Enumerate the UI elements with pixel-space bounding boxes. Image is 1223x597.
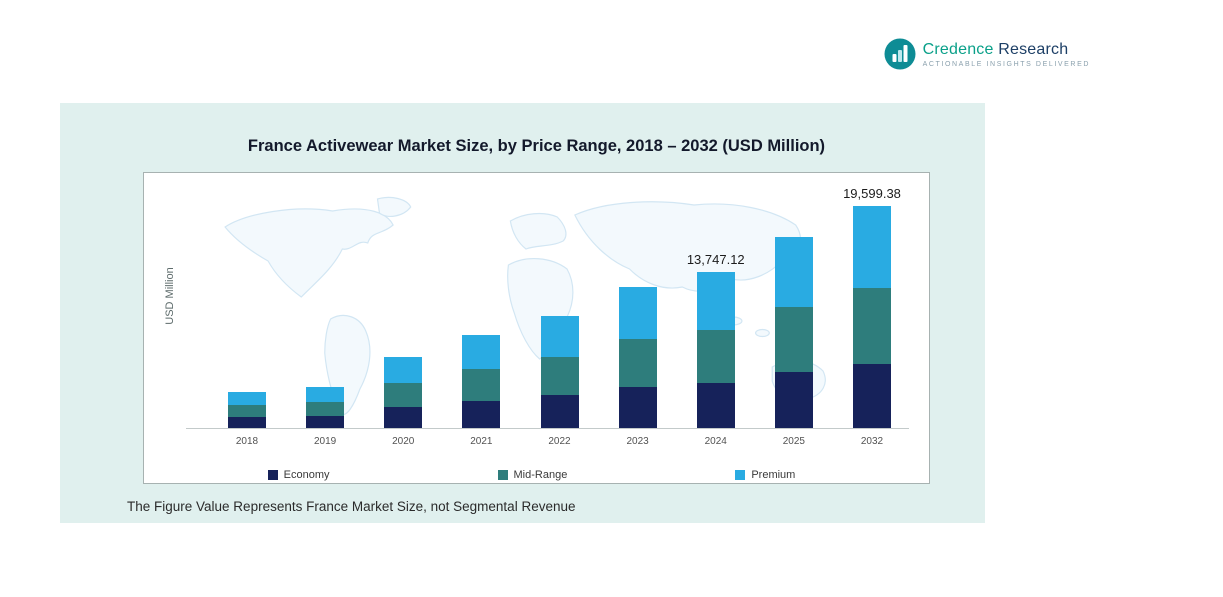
segment-premium-2018 bbox=[228, 391, 266, 406]
bar-stack-2024 bbox=[696, 272, 735, 428]
x-tick-2020: 2020 bbox=[392, 436, 415, 447]
segment-mid-range-2021 bbox=[462, 369, 501, 402]
credence-research-logo: Credence Research Actionable Insights De… bbox=[884, 38, 1090, 70]
segment-economy-2019 bbox=[306, 416, 345, 428]
bar-2018: 2018 bbox=[228, 391, 266, 447]
segment-mid-range-2032 bbox=[853, 288, 891, 364]
chart-title: France Activewear Market Size, by Price … bbox=[247, 137, 826, 155]
logo-tagline: Actionable Insights Delivered bbox=[922, 60, 1090, 68]
bar-value-label-2024: 13,747.12 bbox=[686, 252, 745, 268]
segment-economy-2024 bbox=[696, 382, 735, 428]
x-tick-2023: 2023 bbox=[626, 436, 649, 447]
bar-stack-2025 bbox=[774, 236, 813, 428]
segment-mid-range-2024 bbox=[696, 329, 735, 383]
segment-premium-2022 bbox=[540, 315, 579, 358]
segment-economy-2020 bbox=[384, 407, 423, 428]
legend-item-mid-range: Mid-Range bbox=[497, 469, 568, 481]
segment-mid-range-2020 bbox=[384, 383, 423, 408]
segment-premium-2019 bbox=[306, 387, 345, 403]
segment-mid-range-2025 bbox=[774, 307, 813, 373]
bar-stack-2021 bbox=[462, 335, 501, 428]
legend-swatch-mid-range bbox=[497, 470, 508, 480]
segment-premium-2020 bbox=[384, 356, 423, 384]
x-tick-2019: 2019 bbox=[314, 436, 337, 447]
x-tick-2024: 2024 bbox=[704, 436, 727, 447]
legend-item-economy: Economy bbox=[267, 469, 330, 481]
legend-label-premium: Premium bbox=[751, 469, 796, 481]
x-tick-2018: 2018 bbox=[235, 436, 259, 447]
bar-stack-2018 bbox=[228, 391, 266, 428]
logo-name-research: Research bbox=[993, 40, 1069, 58]
segment-mid-range-2019 bbox=[306, 402, 345, 417]
x-tick-2021: 2021 bbox=[470, 436, 493, 447]
segment-premium-2032 bbox=[853, 205, 891, 289]
segment-mid-range-2022 bbox=[540, 357, 579, 396]
plot-area: 2018 2019 2020 2021 2022 2023 13,747.12 2024 202… bbox=[186, 186, 909, 447]
bar-2023: 2023 bbox=[618, 287, 657, 447]
segment-premium-2025 bbox=[774, 236, 813, 308]
bar-2032: 19,599.38 2032 bbox=[843, 186, 901, 447]
bars-row: 2018 2019 2020 2021 2022 2023 13,747.12 2024 202… bbox=[186, 186, 909, 447]
segment-economy-2021 bbox=[462, 401, 501, 428]
bar-2019: 2019 bbox=[306, 387, 345, 447]
bar-2024: 13,747.12 2024 bbox=[687, 252, 745, 447]
segment-economy-2032 bbox=[853, 363, 891, 428]
legend: Economy Mid-Range Premium bbox=[154, 469, 909, 481]
chart-footnote: The Figure Value Represents France Marke… bbox=[127, 499, 576, 514]
segment-mid-range-2023 bbox=[618, 339, 657, 388]
chart-box: USD Million bbox=[143, 172, 930, 484]
bar-2021: 2021 bbox=[462, 335, 501, 447]
legend-label-economy: Economy bbox=[283, 469, 330, 481]
bar-stack-2019 bbox=[306, 387, 345, 428]
logo-text: Credence Research Actionable Insights De… bbox=[923, 41, 1090, 68]
x-tick-2025: 2025 bbox=[782, 436, 805, 447]
segment-premium-2024 bbox=[696, 272, 735, 330]
bar-stack-2020 bbox=[384, 356, 423, 428]
legend-swatch-premium bbox=[735, 470, 746, 480]
legend-swatch-economy bbox=[267, 470, 278, 480]
bar-stack-2023 bbox=[618, 287, 657, 428]
segment-economy-2025 bbox=[774, 372, 813, 428]
bar-2022: 2022 bbox=[540, 315, 579, 447]
legend-label-mid-range: Mid-Range bbox=[513, 469, 568, 481]
segment-premium-2021 bbox=[462, 335, 501, 370]
chart-panel: France Activewear Market Size, by Price … bbox=[60, 103, 985, 523]
bar-stack-2032 bbox=[853, 205, 891, 428]
bar-2020: 2020 bbox=[384, 356, 423, 447]
bar-chart-logo-icon bbox=[884, 38, 916, 70]
bar-value-label-2032: 19,599.38 bbox=[843, 185, 901, 201]
legend-item-premium: Premium bbox=[735, 469, 795, 481]
chart-main: USD Million bbox=[154, 186, 909, 447]
segment-economy-2018 bbox=[228, 417, 266, 428]
logo-name-credence: Credence bbox=[922, 40, 994, 58]
y-axis-label: USD Million bbox=[164, 266, 176, 325]
x-tick-2022: 2022 bbox=[548, 436, 571, 447]
segment-economy-2022 bbox=[540, 395, 579, 428]
segment-economy-2023 bbox=[618, 387, 657, 428]
logo-name: Credence Research bbox=[923, 41, 1090, 59]
bar-stack-2022 bbox=[540, 315, 579, 428]
x-tick-2032: 2032 bbox=[860, 436, 884, 447]
bar-2025: 2025 bbox=[774, 236, 813, 447]
segment-mid-range-2018 bbox=[228, 405, 266, 418]
y-axis-label-column: USD Million bbox=[154, 191, 186, 429]
segment-premium-2023 bbox=[618, 287, 657, 340]
